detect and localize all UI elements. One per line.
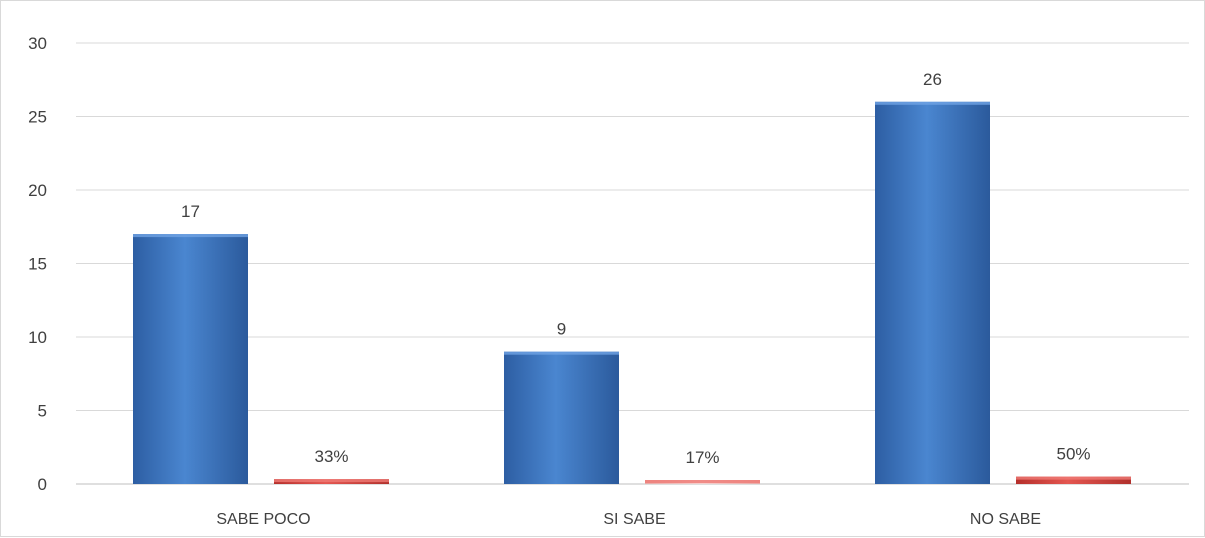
data-label-percent: 17% — [685, 448, 719, 467]
bar-count-bevel — [504, 351, 619, 355]
bar-count-bevel — [875, 101, 990, 105]
y-tick-label: 15 — [28, 255, 47, 274]
y-tick-label: 25 — [28, 108, 47, 127]
bar-count — [504, 351, 619, 484]
bar-count — [875, 101, 990, 485]
bar-count — [133, 234, 248, 484]
x-category-label: SI SABE — [603, 511, 665, 528]
data-label-percent: 50% — [1056, 445, 1090, 464]
y-tick-label: 0 — [38, 475, 47, 494]
y-tick-label: 5 — [38, 402, 47, 421]
y-tick-label: 10 — [28, 328, 47, 347]
data-label-count: 17 — [181, 202, 200, 221]
data-label-count: 26 — [923, 70, 942, 89]
y-tick-label: 30 — [28, 34, 47, 53]
bar-percent-bevel — [645, 480, 760, 483]
bar-percent — [1016, 476, 1131, 484]
bar-percent-bevel — [274, 479, 389, 483]
data-label-percent: 33% — [314, 447, 348, 466]
bar-percent-bevel — [1016, 476, 1131, 480]
data-label-count: 9 — [557, 320, 566, 339]
y-tick-label: 20 — [28, 181, 47, 200]
bar-count-bevel — [133, 234, 248, 238]
x-category-label: SABE POCO — [216, 511, 310, 528]
x-category-label: NO SABE — [970, 511, 1041, 528]
